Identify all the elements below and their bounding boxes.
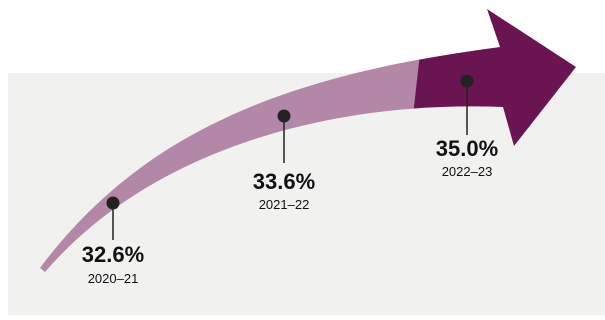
milestone-period-3: 2022–23 bbox=[441, 164, 493, 179]
arrow-head-dark bbox=[390, 9, 576, 272]
marker-dot-1 bbox=[106, 196, 120, 210]
milestone-value-1: 32.6% bbox=[81, 242, 145, 267]
milestone-period-2: 2021–22 bbox=[258, 197, 310, 212]
marker-dot-3 bbox=[460, 74, 474, 88]
milestone-period-1: 2020–21 bbox=[87, 271, 139, 286]
milestone-value-2: 33.6% bbox=[252, 169, 316, 194]
marker-dot-2 bbox=[277, 109, 291, 123]
milestone-value-3: 35.0% bbox=[435, 136, 499, 161]
arrow-body-light bbox=[40, 59, 420, 272]
